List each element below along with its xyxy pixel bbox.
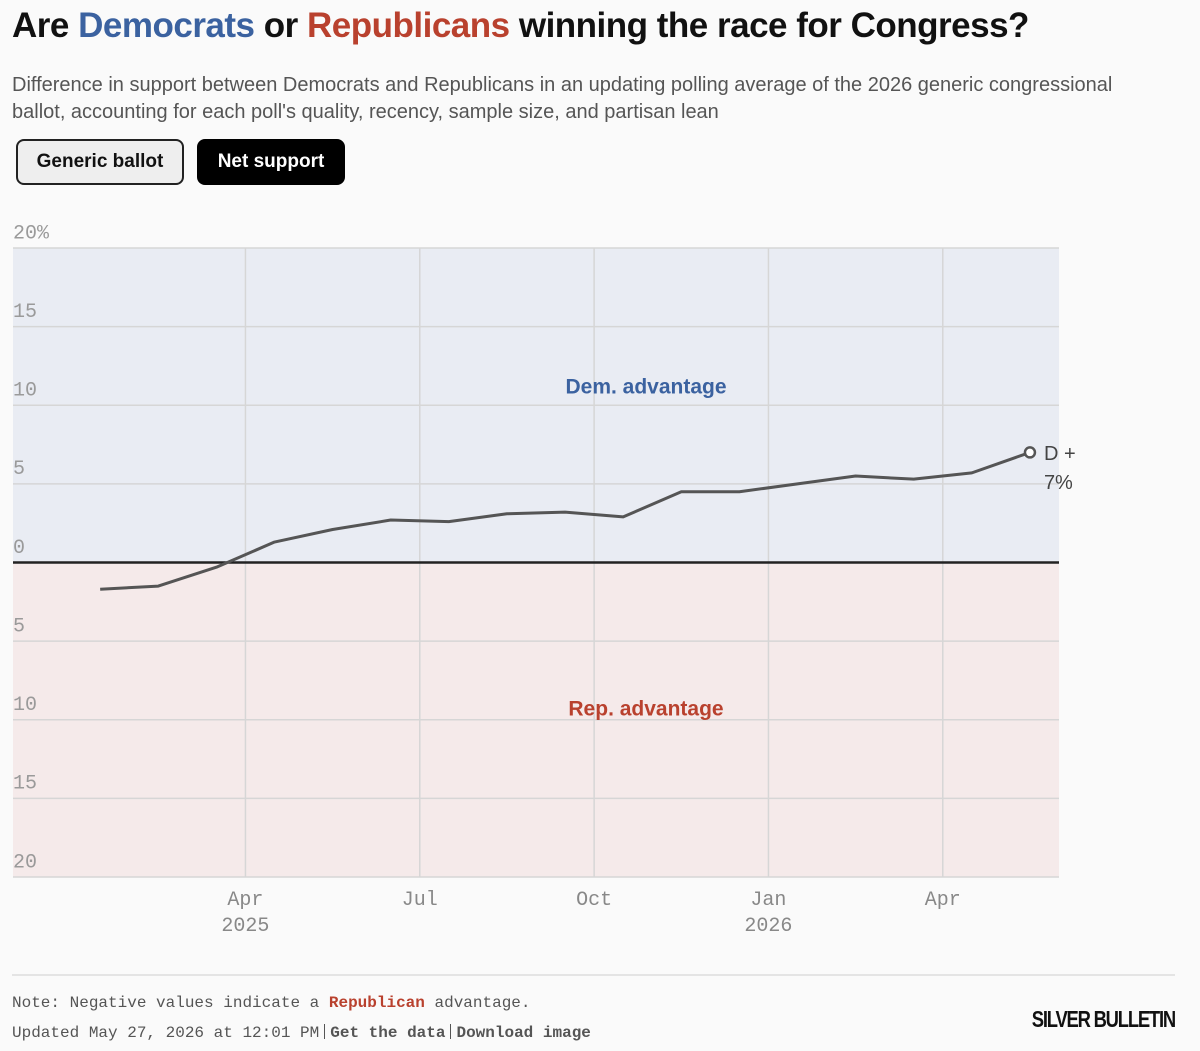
x-tick-label: Apr [924, 889, 961, 912]
line [100, 451, 1031, 591]
rep-label: Rep. advantage [568, 698, 723, 721]
title-text: winning the race for Congress? [518, 6, 1030, 45]
y-tick-label: 10 [13, 694, 37, 717]
note: Note: Negative values indicate a Republi… [12, 994, 531, 1012]
end-marker [1023, 446, 1037, 459]
value-label: D + 7% [1043, 443, 1076, 495]
x-tick-label: Jul [401, 889, 438, 912]
link[interactable]: Download image [456, 1024, 591, 1042]
y-tick-label: 20 [13, 851, 37, 874]
y-tick-label: 15 [13, 301, 37, 324]
title-rep: Republicans [307, 6, 510, 45]
updated: Updated May 27, 2026 at 12:01 PM [12, 1024, 320, 1042]
tab-button[interactable]: Net support [197, 139, 345, 185]
tab-button[interactable]: Generic ballot [16, 139, 184, 185]
note-text: Note: Negative values indicate a [12, 994, 320, 1012]
y-tick-label: 5 [13, 615, 25, 638]
title-text: Are [12, 6, 69, 45]
y-tick-label: 20% [13, 222, 50, 245]
note-party: Republican [328, 994, 425, 1012]
footer: Updated May 27, 2026 at 12:01 PM Get the … [12, 1024, 591, 1042]
x-tick-label: Apr 2025 [221, 889, 270, 938]
title: Are Democrats or Republicans winning the… [12, 6, 1029, 46]
note-text: advantage. [434, 994, 531, 1012]
y-tick-label: 10 [13, 380, 37, 403]
separator [450, 1024, 452, 1039]
link[interactable]: Get the data [330, 1024, 446, 1042]
y-tick-label: 5 [13, 458, 25, 481]
title-text: or [263, 6, 299, 45]
subtitle: Difference in support between Democrats … [12, 74, 1113, 123]
logo: SILVER BULLETIN [1031, 1006, 1176, 1032]
x-tick-label: Jan 2026 [744, 889, 793, 938]
y-tick-label: 0 [13, 537, 25, 560]
title-dem: Democrats [78, 6, 255, 45]
dem-label: Dem. advantage [565, 376, 726, 399]
y-tick-label: 15 [13, 773, 37, 796]
separator [324, 1024, 326, 1039]
x-tick-label: Oct [576, 889, 613, 912]
